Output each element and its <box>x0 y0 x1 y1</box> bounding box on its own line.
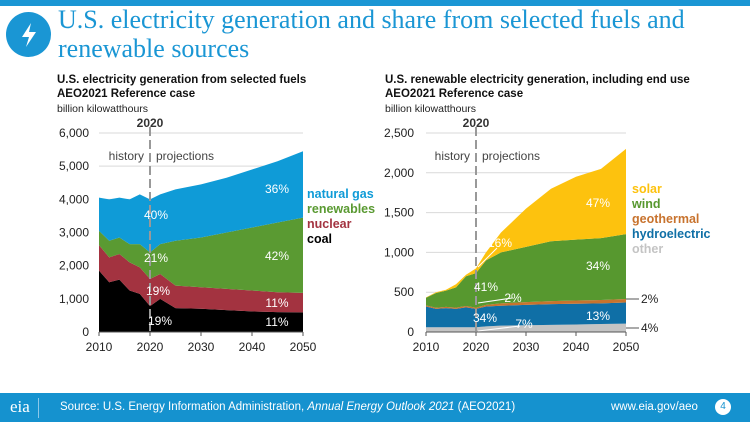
share-annotation: 19% <box>146 284 170 298</box>
share-annotation: 19% <box>148 314 172 328</box>
share-annotation: 40% <box>144 208 168 222</box>
page-title: U.S. electricity generation and share fr… <box>58 5 685 63</box>
legend-wind: wind <box>631 197 660 211</box>
share-annotation: 2% <box>504 291 522 305</box>
annotation-leader <box>477 247 498 268</box>
y-tick-label: 1,500 <box>384 206 414 220</box>
legend-nuclear: nuclear <box>307 217 352 231</box>
share-annotation: 36% <box>265 182 289 196</box>
y-tick-label: 0 <box>82 325 89 339</box>
source-text: Source: U.S. Energy Information Administ… <box>60 401 515 413</box>
share-annotation: 2% <box>641 292 659 306</box>
x-tick-label: 2040 <box>563 340 590 354</box>
eia-logo: eia <box>10 397 30 416</box>
share-annotation: 11% <box>265 296 288 310</box>
history-label: history <box>109 149 144 163</box>
x-tick-label: 2020 <box>137 340 164 354</box>
share-annotation: 16% <box>488 236 512 250</box>
area-geothermal <box>426 298 626 309</box>
legend-solar: solar <box>632 182 662 196</box>
x-tick-label: 2050 <box>290 340 317 354</box>
legend-coal: coal <box>307 232 332 246</box>
y-tick-label: 4,000 <box>59 192 89 206</box>
y-tick-label: 2,000 <box>59 259 89 273</box>
share-annotation: 21% <box>144 251 168 265</box>
projections-label: projections <box>156 149 214 163</box>
area-natural-gas <box>99 151 303 253</box>
legend-hydroelectric: hydroelectric <box>632 227 711 241</box>
projections-label: projections <box>482 149 540 163</box>
area-solar <box>426 148 626 298</box>
footer-bar: eia Source: U.S. Energy Information Admi… <box>0 393 750 422</box>
legend-geothermal: geothermal <box>632 212 699 226</box>
y-tick-label: 2,000 <box>384 166 414 180</box>
y-tick-label: 3,000 <box>59 226 89 240</box>
left-chart-title: U.S. electricity generation from selecte… <box>57 73 306 101</box>
share-annotation: 11% <box>265 315 288 329</box>
share-annotation: 13% <box>586 309 610 323</box>
left-chart-unit: billion kilowatthours <box>57 103 149 115</box>
area-hydroelectric <box>426 302 626 328</box>
right-chart-unit: billion kilowatthours <box>385 103 477 115</box>
left-chart-title-text: U.S. electricity generation from selecte… <box>57 74 307 86</box>
x-tick-label: 2010 <box>86 340 113 354</box>
history-label: history <box>435 149 470 163</box>
share-annotation: 34% <box>473 311 497 325</box>
top-accent-bar <box>0 0 750 6</box>
lightning-bolt-icon <box>6 12 51 57</box>
x-tick-label: 2020 <box>463 340 490 354</box>
share-annotation: 42% <box>265 249 289 263</box>
website-link[interactable]: www.eia.gov/aeo <box>611 401 698 413</box>
page-number: 4 <box>715 399 731 415</box>
annotation-leader <box>477 325 521 332</box>
x-tick-label: 2040 <box>239 340 266 354</box>
source-suffix: (AEO2021) <box>454 401 516 413</box>
divider-year-label: 2020 <box>137 116 164 130</box>
share-annotation: 4% <box>641 321 659 335</box>
source-prefix: Source: U.S. Energy Information Administ… <box>60 401 308 413</box>
x-tick-label: 2010 <box>413 340 440 354</box>
charts-canvas: 0 1,000 2,000 3,000 4,000 5,000 6,000 2010 2020 2… <box>59 116 711 354</box>
left-chart-subtitle: AEO2021 Reference case <box>57 88 196 100</box>
share-annotation: 47% <box>586 196 610 210</box>
legend-natural-gas: natural gas <box>307 187 374 201</box>
legend-renewables: renewables <box>307 202 375 216</box>
share-annotation: 7% <box>515 317 533 331</box>
annotation-leader <box>477 297 513 304</box>
share-annotation: 34% <box>586 259 610 273</box>
area-nuclear <box>99 245 303 313</box>
y-tick-label: 0 <box>407 325 414 339</box>
y-tick-label: 1,000 <box>59 292 89 306</box>
y-tick-label: 5,000 <box>59 159 89 173</box>
y-tick-label: 1,000 <box>384 245 414 259</box>
right-chart-subtitle: AEO2021 Reference case <box>385 88 524 100</box>
x-tick-label: 2050 <box>613 340 640 354</box>
source-publication: Annual Energy Outlook 2021 <box>307 401 455 413</box>
divider-year-label: 2020 <box>463 116 490 130</box>
right-chart-title-text: U.S. renewable electricity generation, i… <box>385 74 690 86</box>
y-tick-label: 500 <box>394 285 414 299</box>
y-tick-label: 2,500 <box>384 126 414 140</box>
x-tick-label: 2030 <box>513 340 540 354</box>
legend-other: other <box>632 242 663 256</box>
footer-divider <box>38 398 39 418</box>
share-annotation: 41% <box>474 280 498 294</box>
y-tick-label: 6,000 <box>59 126 89 140</box>
right-chart-title: U.S. renewable electricity generation, i… <box>385 73 690 101</box>
x-tick-label: 2030 <box>188 340 215 354</box>
